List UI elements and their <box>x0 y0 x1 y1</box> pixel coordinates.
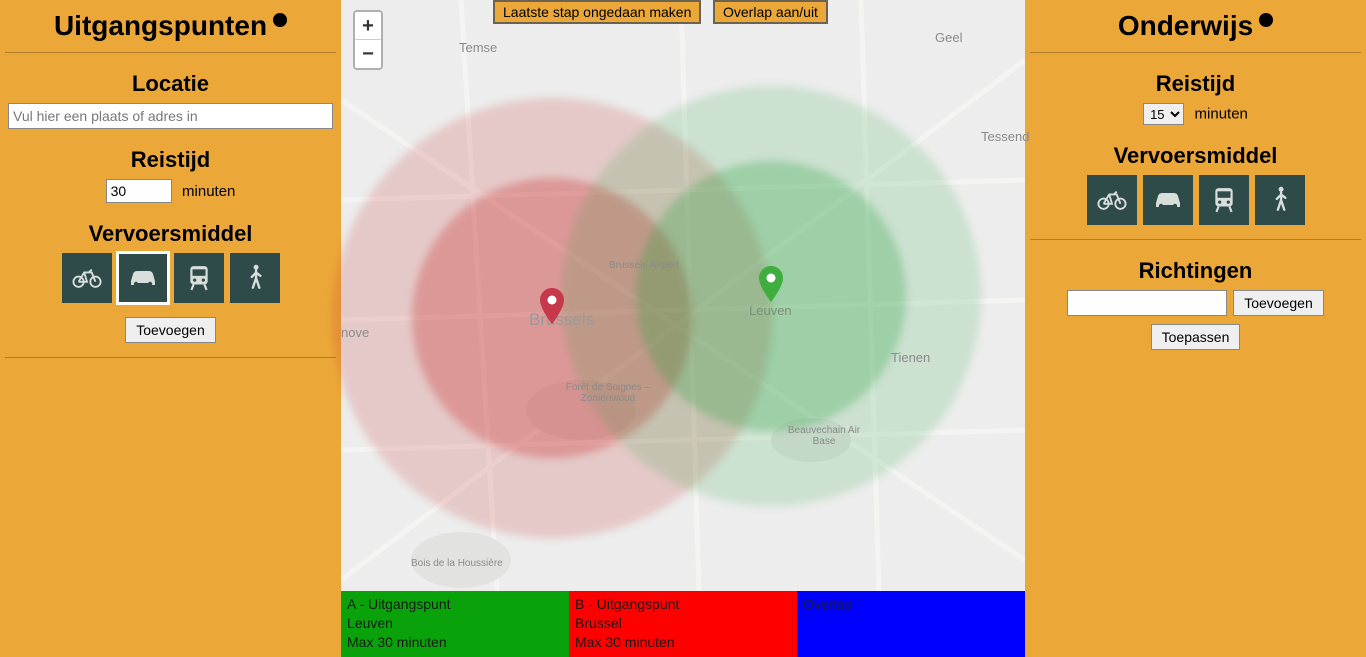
legend-a-l3: Max 30 minuten <box>347 633 563 652</box>
travel-time-input[interactable] <box>106 179 172 203</box>
reistijd-label: Reistijd <box>5 147 336 173</box>
info-icon[interactable] <box>273 13 287 27</box>
legend-b: B - Uitgangspunt Brussel Max 30 minuten <box>569 591 797 657</box>
walk-icon <box>1271 186 1289 214</box>
mode-transit-button[interactable] <box>1199 175 1249 225</box>
left-panel: Uitgangspunten Locatie Reistijd minuten … <box>0 0 341 657</box>
city-tessende: Tessend <box>981 129 1029 144</box>
legend-c: Overlap <box>797 591 1025 657</box>
mode-transit-button[interactable] <box>174 253 224 303</box>
zoom-in-button[interactable]: + <box>355 12 381 40</box>
city-geel: Geel <box>935 30 962 45</box>
undo-last-step-button[interactable]: Laatste stap ongedaan maken <box>493 0 701 24</box>
right-travel-time-select[interactable]: 15 <box>1143 103 1184 125</box>
mode-bike-button[interactable] <box>1087 175 1137 225</box>
divider <box>5 52 336 53</box>
time-unit: minuten <box>182 183 235 200</box>
overlap-toggle-button[interactable]: Overlap aan/uit <box>713 0 828 24</box>
location-input[interactable] <box>8 103 333 129</box>
apply-button[interactable]: Toepassen <box>1151 324 1241 350</box>
legend-a: A - Uitgangspunt Leuven Max 30 minuten <box>341 591 569 657</box>
label-houssiere: Bois de la Houssière <box>411 558 503 569</box>
left-title-text: Uitgangspunten <box>54 10 267 42</box>
legend-b-l2: Brussel <box>575 614 791 633</box>
divider <box>1030 52 1361 53</box>
label-soignes: Forêt de Soignes – Zoniënwoud <box>553 382 663 404</box>
add-location-button[interactable]: Toevoegen <box>125 317 216 343</box>
zoom-control: + − <box>353 10 383 70</box>
transit-icon <box>1212 187 1236 213</box>
bike-icon <box>72 267 102 289</box>
legend-b-l3: Max 30 minuten <box>575 633 791 652</box>
info-icon[interactable] <box>1259 13 1273 27</box>
label-beauvechain: Beauvechain Air Base <box>779 425 869 447</box>
city-temse: Temse <box>459 40 497 55</box>
car-icon <box>1152 189 1184 211</box>
divider <box>1030 239 1361 240</box>
city-tienen: Tienen <box>891 350 930 365</box>
map-marker-red[interactable] <box>540 288 564 324</box>
mode-car-button[interactable] <box>118 253 168 303</box>
label-airport: Brussels Airport <box>609 260 679 271</box>
legend-c-l1: Overlap <box>803 595 1019 614</box>
legend-a-l2: Leuven <box>347 614 563 633</box>
direction-add-button[interactable]: Toevoegen <box>1233 290 1324 316</box>
transport-label: Vervoersmiddel <box>5 221 336 247</box>
right-time-unit: minuten <box>1195 106 1248 123</box>
right-title: Onderwijs <box>1030 10 1361 42</box>
right-title-text: Onderwijs <box>1118 10 1253 42</box>
city-leuven: Leuven <box>749 303 792 318</box>
mode-walk-button[interactable] <box>1255 175 1305 225</box>
right-reistijd-label: Reistijd <box>1030 71 1361 97</box>
locatie-label: Locatie <box>5 71 336 97</box>
direction-input[interactable] <box>1067 290 1227 316</box>
zoom-out-button[interactable]: − <box>355 40 381 68</box>
transport-mode-row <box>5 253 336 303</box>
transit-icon <box>187 265 211 291</box>
mode-bike-button[interactable] <box>62 253 112 303</box>
right-transport-label: Vervoersmiddel <box>1030 143 1361 169</box>
map-marker-green[interactable] <box>759 266 783 302</box>
city-nove: nove <box>341 325 369 340</box>
right-panel: Onderwijs Reistijd 15 minuten Vervoersmi… <box>1025 0 1366 657</box>
legend-b-l1: B - Uitgangspunt <box>575 595 791 614</box>
mode-walk-button[interactable] <box>230 253 280 303</box>
richtingen-label: Richtingen <box>1030 258 1361 284</box>
legend-a-l1: A - Uitgangspunt <box>347 595 563 614</box>
divider <box>5 357 336 358</box>
map-container[interactable]: Brussels Leuven Geel Temse Tienen Tessen… <box>341 0 1025 657</box>
left-title: Uitgangspunten <box>5 10 336 42</box>
car-icon <box>127 267 159 289</box>
mode-car-button[interactable] <box>1143 175 1193 225</box>
walk-icon <box>246 264 264 292</box>
bike-icon <box>1097 189 1127 211</box>
map-legend: A - Uitgangspunt Leuven Max 30 minuten B… <box>341 591 1025 657</box>
right-transport-mode-row <box>1030 175 1361 225</box>
